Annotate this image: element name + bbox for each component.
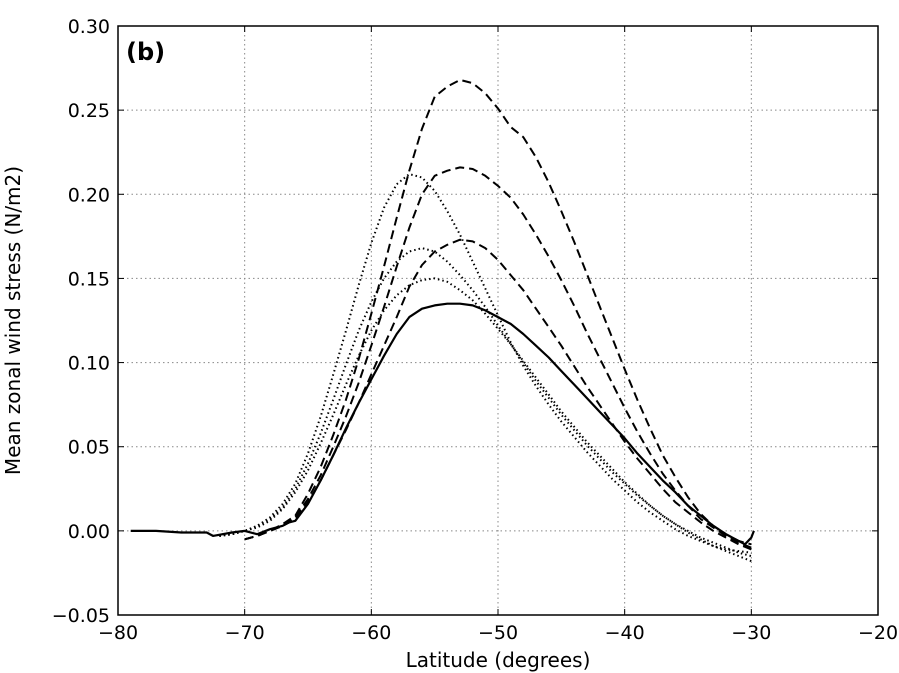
x-axis-label: Latitude (degrees) — [406, 648, 591, 672]
series-line-1 — [130, 302, 755, 546]
axis-ticks: −80 −70 −60 −50 −40 −30 −20 −0.05 0.00 0.05 0.10 0.… — [52, 16, 898, 644]
x-tick-label: −30 — [731, 622, 771, 644]
x-tick-label: −80 — [98, 622, 138, 644]
y-tick-label: 0.25 — [68, 100, 110, 122]
series-lines — [130, 78, 755, 563]
y-tick-label: 0.05 — [68, 437, 110, 459]
x-tick-label: −40 — [605, 622, 645, 644]
series-line-5 — [219, 173, 752, 554]
y-axis-label: Mean zonal wind stress (N/m2) — [1, 166, 25, 475]
grid-lines — [118, 26, 878, 615]
y-tick-label: 0.15 — [68, 268, 110, 290]
y-tick-label: 0.00 — [68, 521, 110, 543]
x-tick-label: −70 — [225, 622, 265, 644]
panel-label: (b) — [126, 38, 165, 66]
y-tick-label: 0.30 — [68, 16, 110, 38]
x-tick-label: −20 — [858, 622, 898, 644]
y-tick-label: −0.05 — [52, 605, 110, 627]
series-line-2 — [244, 78, 752, 546]
series-line-7 — [219, 277, 752, 563]
series-line-4 — [244, 238, 752, 551]
series-line-3 — [244, 166, 752, 549]
y-tick-label: 0.10 — [68, 353, 110, 375]
x-tick-label: −60 — [351, 622, 391, 644]
x-tick-label: −50 — [478, 622, 518, 644]
series-line-6 — [219, 247, 752, 558]
y-tick-label: 0.20 — [68, 184, 110, 206]
